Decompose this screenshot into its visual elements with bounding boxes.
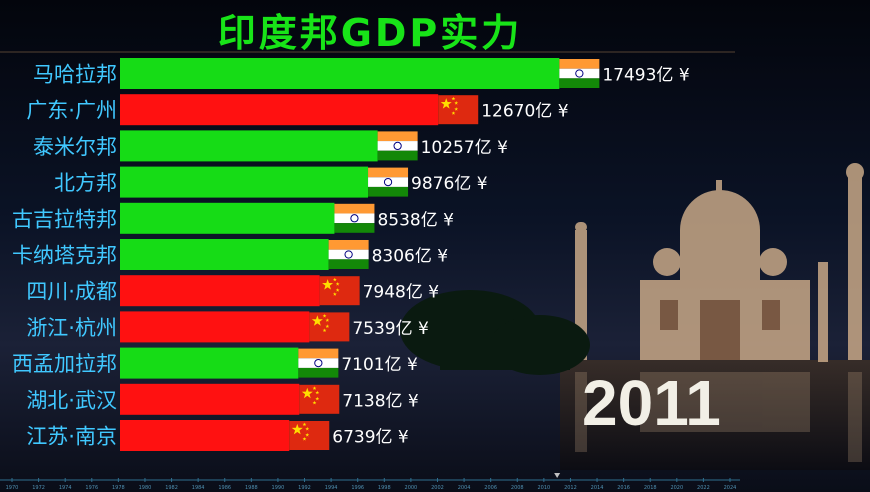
timeline-tick-label: 1988: [245, 485, 258, 491]
timeline-tick-label: 2006: [484, 485, 497, 491]
timeline-tick-label: 2018: [644, 485, 657, 491]
timeline-tick-label: 1974: [59, 485, 72, 491]
timeline-tick-label: 1972: [32, 485, 45, 491]
timeline-tick-label: 1998: [378, 485, 391, 491]
timeline-tick-label: 2020: [670, 485, 683, 491]
timeline-tick-label: 1992: [298, 485, 311, 491]
category-label: 古吉拉特邦: [12, 207, 117, 231]
timeline-tick-label: 2012: [564, 485, 577, 491]
value-label: 10257亿 ¥: [421, 138, 508, 158]
category-label: 泰米尔邦: [33, 135, 117, 159]
chart-title: 印度邦GDP实力: [217, 11, 523, 55]
bar-2: [120, 130, 378, 162]
bar-10: [120, 420, 290, 451]
india-flag-icon: [334, 203, 375, 233]
timeline-tick-label: 1990: [272, 485, 285, 491]
year-label: 2011: [582, 367, 721, 439]
timeline-tick-label: 2010: [537, 485, 550, 491]
timeline-tick-label: 2016: [617, 485, 630, 491]
timeline-tick-label: 2000: [405, 485, 418, 491]
bar-7: [120, 311, 310, 343]
timeline-tick-label: 2004: [458, 485, 471, 491]
india-flag-icon: [328, 240, 369, 269]
bar-1: [120, 94, 439, 126]
value-label: 7948亿 ¥: [363, 283, 440, 303]
china-flag-icon: [299, 384, 340, 414]
timeline-tick-label: 2002: [431, 485, 444, 491]
bar-0: [120, 58, 560, 89]
china-flag-icon: [319, 276, 360, 306]
timeline-marker: [554, 473, 561, 478]
value-label: 7539亿 ¥: [352, 319, 429, 339]
timeline-tick-label: 1978: [112, 485, 125, 491]
value-label: 8306亿 ¥: [372, 247, 449, 267]
timeline-tick-label: 2014: [591, 485, 604, 491]
timeline-tick-label: 1980: [139, 485, 152, 491]
bar-9: [120, 383, 300, 415]
value-label: 9876亿 ¥: [411, 174, 488, 194]
bar-8: [120, 347, 299, 379]
timeline-tick-label: 1970: [6, 485, 19, 491]
bar-5: [120, 239, 329, 270]
category-label: 北方邦: [54, 171, 117, 195]
value-label: 8538亿 ¥: [377, 210, 454, 230]
category-label: 湖北·武汉: [26, 388, 117, 412]
value-label: 7101亿 ¥: [341, 355, 418, 375]
category-label: 卡纳塔克邦: [12, 244, 117, 268]
timeline-tick-label: 1982: [165, 485, 178, 491]
value-label: 7138亿 ¥: [342, 391, 419, 411]
value-label: 6739亿 ¥: [332, 428, 409, 448]
category-label: 浙江·杭州: [26, 316, 117, 340]
timeline-tick-label: 1994: [325, 485, 338, 491]
timeline-tick-label: 2024: [724, 485, 737, 491]
bar-4: [120, 202, 335, 234]
timeline-tick-label: 1976: [85, 485, 98, 491]
india-flag-icon: [368, 167, 409, 197]
timeline-tick-label: 2008: [511, 485, 524, 491]
timeline-tick-label: 1984: [192, 485, 205, 491]
timeline-tick-label: 1996: [351, 485, 364, 491]
category-label: 广东·广州: [26, 99, 117, 123]
india-flag-icon: [559, 59, 600, 88]
category-label: 四川·成都: [26, 280, 117, 304]
timeline-tick-label: 1986: [218, 485, 231, 491]
category-label: 西孟加拉邦: [12, 352, 117, 376]
category-label: 马哈拉邦: [33, 63, 117, 87]
china-flag-icon: [309, 312, 350, 342]
value-label: 17493亿 ¥: [602, 66, 689, 86]
timeline-tick-label: 2022: [697, 485, 710, 491]
china-flag-icon: [289, 421, 330, 450]
india-flag-icon: [298, 348, 339, 378]
china-flag-icon: [438, 95, 479, 125]
india-flag-icon: [377, 131, 418, 161]
category-label: 江苏·南京: [26, 425, 117, 449]
value-label: 12670亿 ¥: [481, 102, 568, 122]
bar-6: [120, 275, 320, 307]
bar-3: [120, 166, 369, 198]
